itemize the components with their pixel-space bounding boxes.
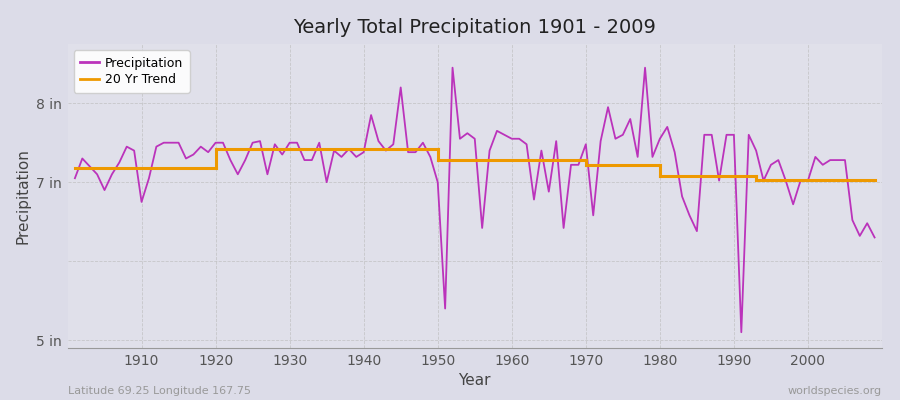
Legend: Precipitation, 20 Yr Trend: Precipitation, 20 Yr Trend xyxy=(74,50,190,92)
X-axis label: Year: Year xyxy=(458,373,491,388)
Text: worldspecies.org: worldspecies.org xyxy=(788,386,882,396)
Y-axis label: Precipitation: Precipitation xyxy=(15,148,31,244)
Title: Yearly Total Precipitation 1901 - 2009: Yearly Total Precipitation 1901 - 2009 xyxy=(293,18,656,37)
Text: Latitude 69.25 Longitude 167.75: Latitude 69.25 Longitude 167.75 xyxy=(68,386,250,396)
